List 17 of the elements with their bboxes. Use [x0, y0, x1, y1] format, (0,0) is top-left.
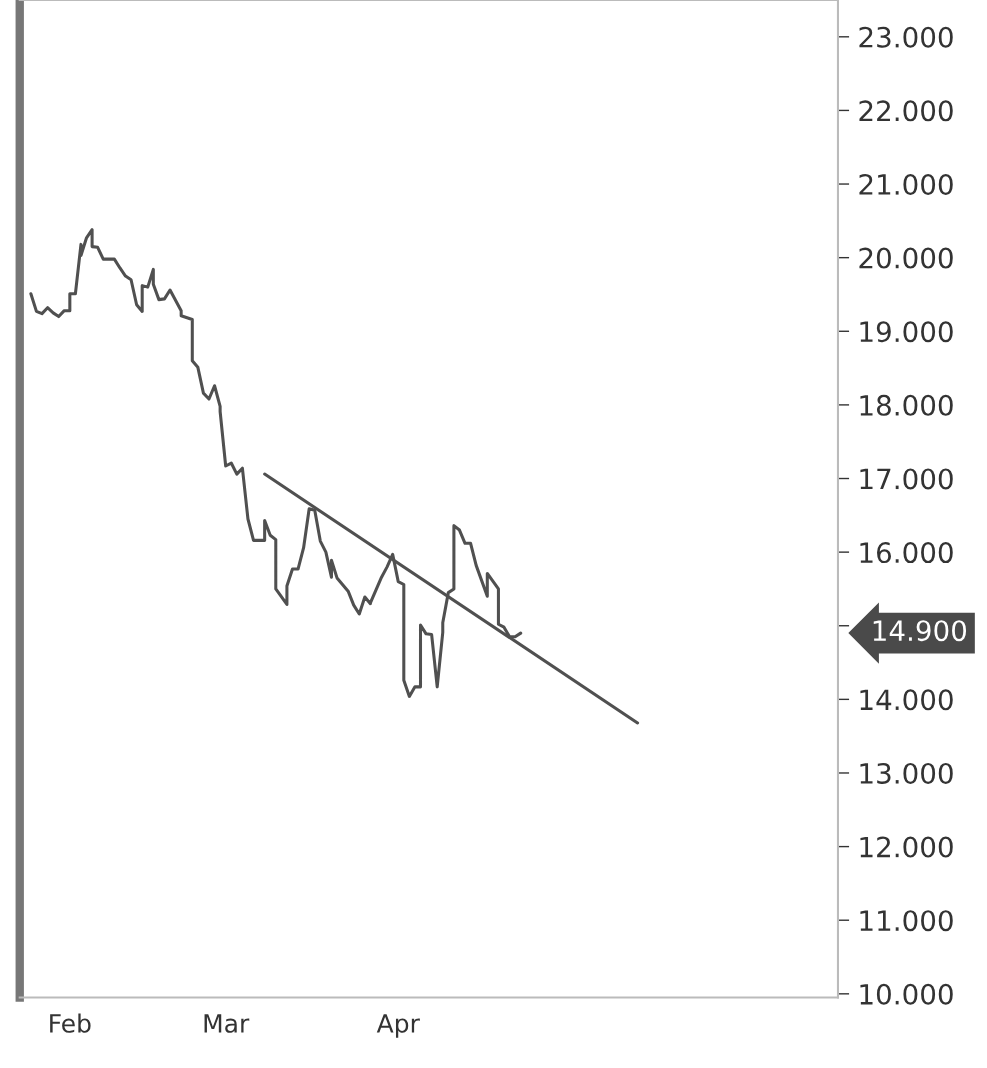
y-tick-label: 22.000 — [859, 100, 953, 122]
y-tick-label: 11.000 — [860, 910, 953, 932]
y-tick-label: 17.000 — [860, 468, 953, 490]
y-tick-label: 14.000 — [860, 689, 953, 711]
y-tick-label: 21.000 — [859, 173, 953, 195]
y-tick-label: 23.000 — [859, 26, 953, 48]
y-tick-label: 16.000 — [860, 542, 953, 564]
x-tick-label: Feb — [50, 1013, 91, 1033]
y-tick-label: 12.000 — [860, 836, 953, 858]
y-tick-label: 10.000 — [860, 983, 953, 1005]
y-tick-label: 19.000 — [860, 321, 953, 343]
y-tick-label: 13.000 — [860, 762, 953, 784]
y-tick-label: 20.000 — [859, 247, 953, 269]
y-tick-label: 18.000 — [860, 394, 953, 416]
x-tick-label: Mar — [204, 1014, 250, 1033]
x-tick-label: Apr — [376, 1014, 420, 1038]
text: 14.900 — [873, 620, 967, 642]
